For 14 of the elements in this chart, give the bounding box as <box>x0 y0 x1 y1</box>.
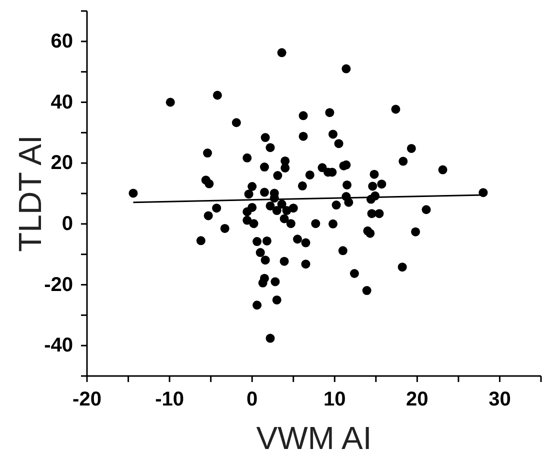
y-tick-label: 40 <box>50 91 73 114</box>
x-tick-label: 30 <box>488 388 511 411</box>
x-axis-title: VWM AI <box>256 420 372 456</box>
x-tick-label: 0 <box>246 388 258 411</box>
y-tick-label: 20 <box>50 152 73 174</box>
x-tick-label: -10 <box>155 388 184 411</box>
y-tick-label: 0 <box>62 212 73 235</box>
y-tick-label: -20 <box>44 274 73 296</box>
y-tick-label: -40 <box>44 334 73 357</box>
y-axis-title: TLDT AI <box>12 135 48 252</box>
y-tick-label: 60 <box>50 30 73 52</box>
x-tick-label: 20 <box>406 388 428 411</box>
x-tick-label: 10 <box>324 388 346 411</box>
x-tick-label: -20 <box>72 388 102 411</box>
